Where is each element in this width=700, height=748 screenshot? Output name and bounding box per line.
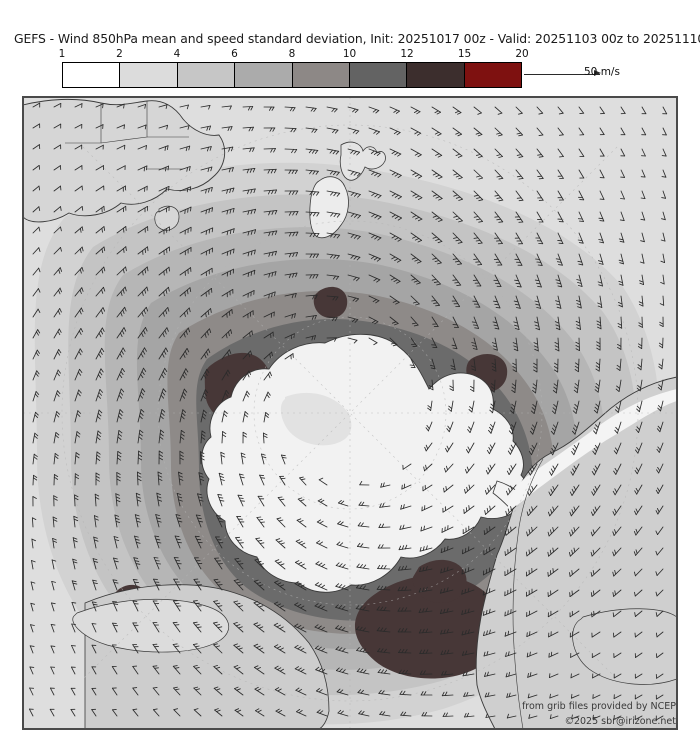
colorbar-tick-20: 20 <box>515 48 529 60</box>
colorbar-segment-7 <box>464 63 521 87</box>
colorbar-tick-1: 1 <box>58 48 66 60</box>
layer-graticule <box>23 97 677 729</box>
colorbar-segment-6 <box>407 63 465 87</box>
colorbar-bar <box>62 62 522 88</box>
wind-vector-key-shaft <box>524 74 600 75</box>
layer-wind-barbs <box>28 102 668 721</box>
colorbar-segment-5 <box>349 63 408 87</box>
attribution-source: from grib files provided by NCEP <box>521 701 676 712</box>
colorbar-segment-4 <box>292 63 350 87</box>
colorbar-tick-8: 8 <box>288 48 296 60</box>
map-layers <box>23 97 677 729</box>
map-canvas[interactable] <box>22 96 678 730</box>
colorbar-segment-1 <box>120 63 178 87</box>
map-svg <box>23 97 677 729</box>
colorbar-segment-3 <box>235 63 293 87</box>
wind-vector-key-arrowhead <box>594 70 601 76</box>
page-title: GEFS - Wind 850hPa mean and speed standa… <box>14 31 700 46</box>
lower-right-land <box>572 608 677 685</box>
wind-vector-key: 50 m/s <box>524 62 696 88</box>
colorbar-tick-10: 10 <box>342 48 357 60</box>
colorbar-segment-0 <box>63 63 121 87</box>
map-border <box>23 97 677 729</box>
colorbar-legend: 1 2 4 6 8 10 12 15 20 50 m/s <box>0 48 700 88</box>
colorbar-tick-15: 15 <box>457 48 472 60</box>
australia-state-borders <box>65 101 189 170</box>
new-zealand-south-island <box>309 176 349 239</box>
south-america-border <box>512 458 544 729</box>
colorbar-tick-12: 12 <box>400 48 414 60</box>
colorbar-tick-labels: 1 2 4 6 8 10 12 15 20 <box>58 48 529 62</box>
ross-ice-shelf <box>280 392 352 446</box>
wind-vector-key-label: 50 m/s <box>584 66 620 78</box>
andes-ridge <box>507 389 677 511</box>
australia-landmass <box>23 98 226 223</box>
attribution-copyright: ©2025 sbr@irizone.net <box>564 716 676 727</box>
colorbar-segment-2 <box>177 63 236 87</box>
colorbar-tick-2: 2 <box>116 48 123 60</box>
colorbar-tick-4: 4 <box>173 48 181 60</box>
colorbar-tick-6: 6 <box>231 48 238 60</box>
lower-left-island <box>72 598 230 653</box>
